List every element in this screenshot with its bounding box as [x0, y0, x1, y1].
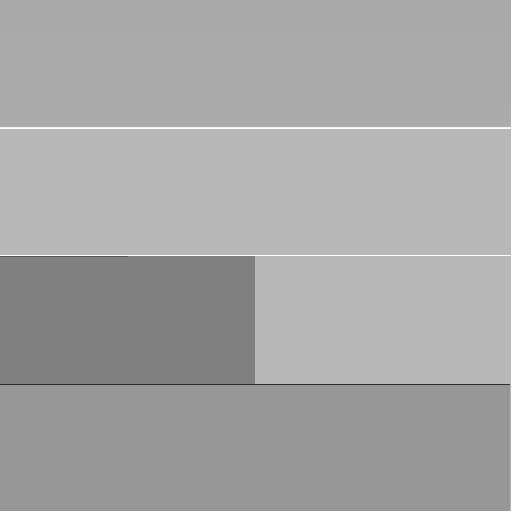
panel-lower-left	[0, 256, 255, 384]
panel-lower-left-edge	[0, 256, 128, 257]
panel-bottom	[0, 384, 510, 511]
panel-middle	[0, 128, 511, 256]
panel-top	[0, 0, 511, 128]
panel-lower-right	[255, 256, 511, 384]
